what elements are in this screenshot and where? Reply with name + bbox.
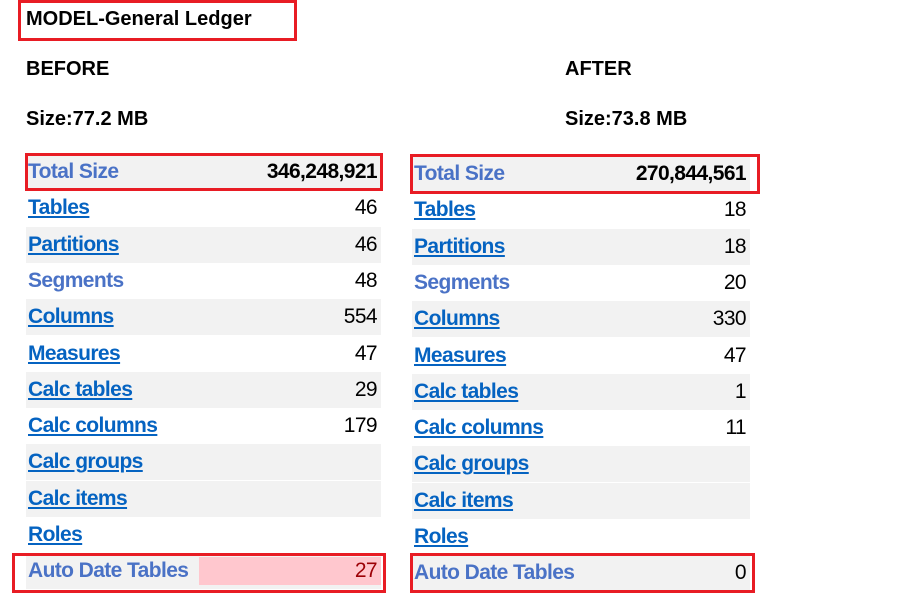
after-label-roles[interactable]: Roles [414, 525, 469, 548]
before-value-partitions: 46 [354, 232, 378, 256]
after-label-segments: Segments [414, 270, 510, 294]
title-highlight-box [18, 0, 297, 41]
before-row-auto-date-tables: Auto Date Tables 27 [26, 553, 381, 590]
after-label-calc-groups[interactable]: Calc groups [414, 452, 529, 476]
after-row-calc-tables: Calc tables 1 [412, 373, 750, 410]
after-row-total-size: Total Size 270,844,561 [412, 156, 750, 192]
after-row-measures: Measures 47 [412, 338, 750, 374]
before-label-auto-date-tables: Auto Date Tables [28, 559, 189, 583]
after-heading: AFTER [565, 58, 632, 80]
before-row-columns: Columns 554 [26, 299, 381, 336]
before-label-segments: Segments [28, 268, 124, 292]
before-label-columns[interactable]: Columns [28, 305, 114, 329]
after-row-roles: Roles [412, 519, 750, 555]
before-value-total-size: 346,248,921 [266, 160, 378, 183]
after-row-calc-items: Calc items [412, 482, 750, 519]
before-label-measures[interactable]: Measures [28, 341, 121, 365]
before-row-tables: Tables 46 [26, 190, 381, 226]
after-label-columns[interactable]: Columns [414, 307, 500, 331]
before-stats-table: Total Size 346,248,921 Tables 46 Partitions 4… [26, 154, 381, 594]
before-row-calc-items: Calc items [26, 480, 381, 517]
after-value-segments: 20 [723, 270, 747, 294]
page-title: MODEL-General Ledger [26, 8, 252, 30]
after-row-calc-columns: Calc columns 11 [412, 410, 750, 446]
before-row-calc-tables: Calc tables 29 [26, 371, 381, 408]
after-row-partitions: Partitions 18 [412, 228, 750, 265]
after-value-tables: 18 [723, 198, 747, 222]
before-label-tables[interactable]: Tables [28, 196, 90, 220]
before-row-roles: Roles [26, 517, 381, 553]
before-row-measures: Measures 47 [26, 336, 381, 372]
before-value-auto-date-tables: 27 [199, 557, 381, 586]
after-row-calc-groups: Calc groups [412, 446, 750, 483]
after-label-partitions[interactable]: Partitions [414, 234, 505, 258]
after-row-auto-date-tables: Auto Date Tables 0 [412, 555, 750, 592]
after-label-auto-date-tables: Auto Date Tables [414, 561, 575, 585]
after-label-calc-columns[interactable]: Calc columns [414, 416, 544, 440]
after-row-columns: Columns 330 [412, 301, 750, 338]
after-value-partitions: 18 [723, 234, 747, 258]
after-row-tables: Tables 18 [412, 192, 750, 228]
before-label-calc-columns[interactable]: Calc columns [28, 414, 158, 438]
before-value-calc-columns: 179 [343, 414, 378, 438]
after-stats-table: Total Size 270,844,561 Tables 18 Partitions 1… [412, 156, 750, 596]
before-label-roles[interactable]: Roles [28, 523, 83, 546]
after-value-calc-tables: 1 [734, 379, 747, 403]
after-value-columns: 330 [712, 307, 747, 331]
after-label-calc-items[interactable]: Calc items [414, 488, 514, 512]
before-value-measures: 47 [354, 341, 378, 365]
after-value-measures: 47 [723, 343, 747, 367]
before-value-calc-tables: 29 [354, 377, 378, 401]
before-value-segments: 48 [354, 268, 378, 292]
after-autodate-highlight-box [410, 553, 755, 593]
before-row-calc-columns: Calc columns 179 [26, 408, 381, 444]
before-value-tables: 46 [354, 196, 378, 220]
before-size: Size:77.2 MB [26, 108, 149, 130]
before-row-calc-groups: Calc groups [26, 444, 381, 481]
before-label-calc-groups[interactable]: Calc groups [28, 450, 143, 474]
after-label-tables[interactable]: Tables [414, 198, 476, 222]
after-row-segments: Segments 20 [412, 265, 750, 301]
after-value-total-size: 270,844,561 [635, 162, 747, 185]
before-value-columns: 554 [343, 305, 378, 329]
before-autodate-highlight-box [12, 553, 386, 593]
before-row-partitions: Partitions 46 [26, 226, 381, 263]
before-row-total-size: Total Size 346,248,921 [26, 154, 381, 190]
before-label-calc-tables[interactable]: Calc tables [28, 377, 133, 401]
after-total-highlight-box [410, 154, 760, 194]
before-label-partitions[interactable]: Partitions [28, 232, 119, 256]
before-label-total-size: Total Size [28, 160, 119, 183]
after-label-calc-tables[interactable]: Calc tables [414, 379, 519, 403]
before-label-calc-items[interactable]: Calc items [28, 486, 128, 510]
before-heading: BEFORE [26, 58, 110, 80]
after-value-calc-columns: 11 [725, 416, 746, 440]
before-row-segments: Segments 48 [26, 263, 381, 299]
after-value-auto-date-tables: 0 [734, 561, 747, 585]
after-label-measures[interactable]: Measures [414, 343, 507, 367]
before-total-highlight-box [25, 153, 383, 191]
after-label-total-size: Total Size [414, 162, 505, 185]
after-size: Size:73.8 MB [565, 108, 688, 130]
